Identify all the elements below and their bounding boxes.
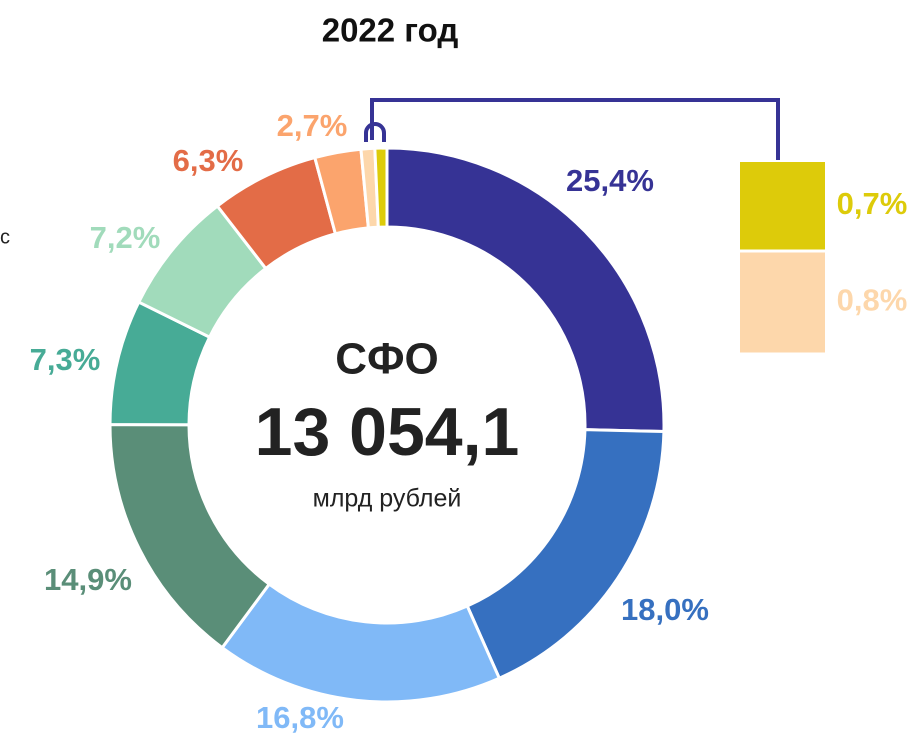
center-title: СФО [335,335,439,384]
data-label: 25,4% [566,163,654,198]
data-label: 7,2% [90,220,161,255]
donut-segment [108,423,272,650]
data-label: 7,3% [30,342,101,377]
center-unit: млрд рублей [313,485,462,513]
data-label: 18,0% [621,592,709,627]
data-label: 6,3% [173,143,244,178]
data-label: 0,7% [837,186,908,221]
callout-box [740,162,825,250]
data-label: 14,9% [44,562,132,597]
donut-segment [385,146,666,434]
donut-segment [220,582,502,704]
callout-bracket-arc [364,122,386,142]
chart-title: 2022 год [322,12,459,49]
callout-box [740,252,825,353]
side-text: с [0,226,10,248]
callout-bracket [370,98,780,160]
donut-segment [373,146,389,229]
data-label: 2,7% [277,108,348,143]
data-label: 16,8% [256,700,344,735]
data-label: 0,8% [837,283,908,318]
center-value: 13 054,1 [255,394,520,470]
